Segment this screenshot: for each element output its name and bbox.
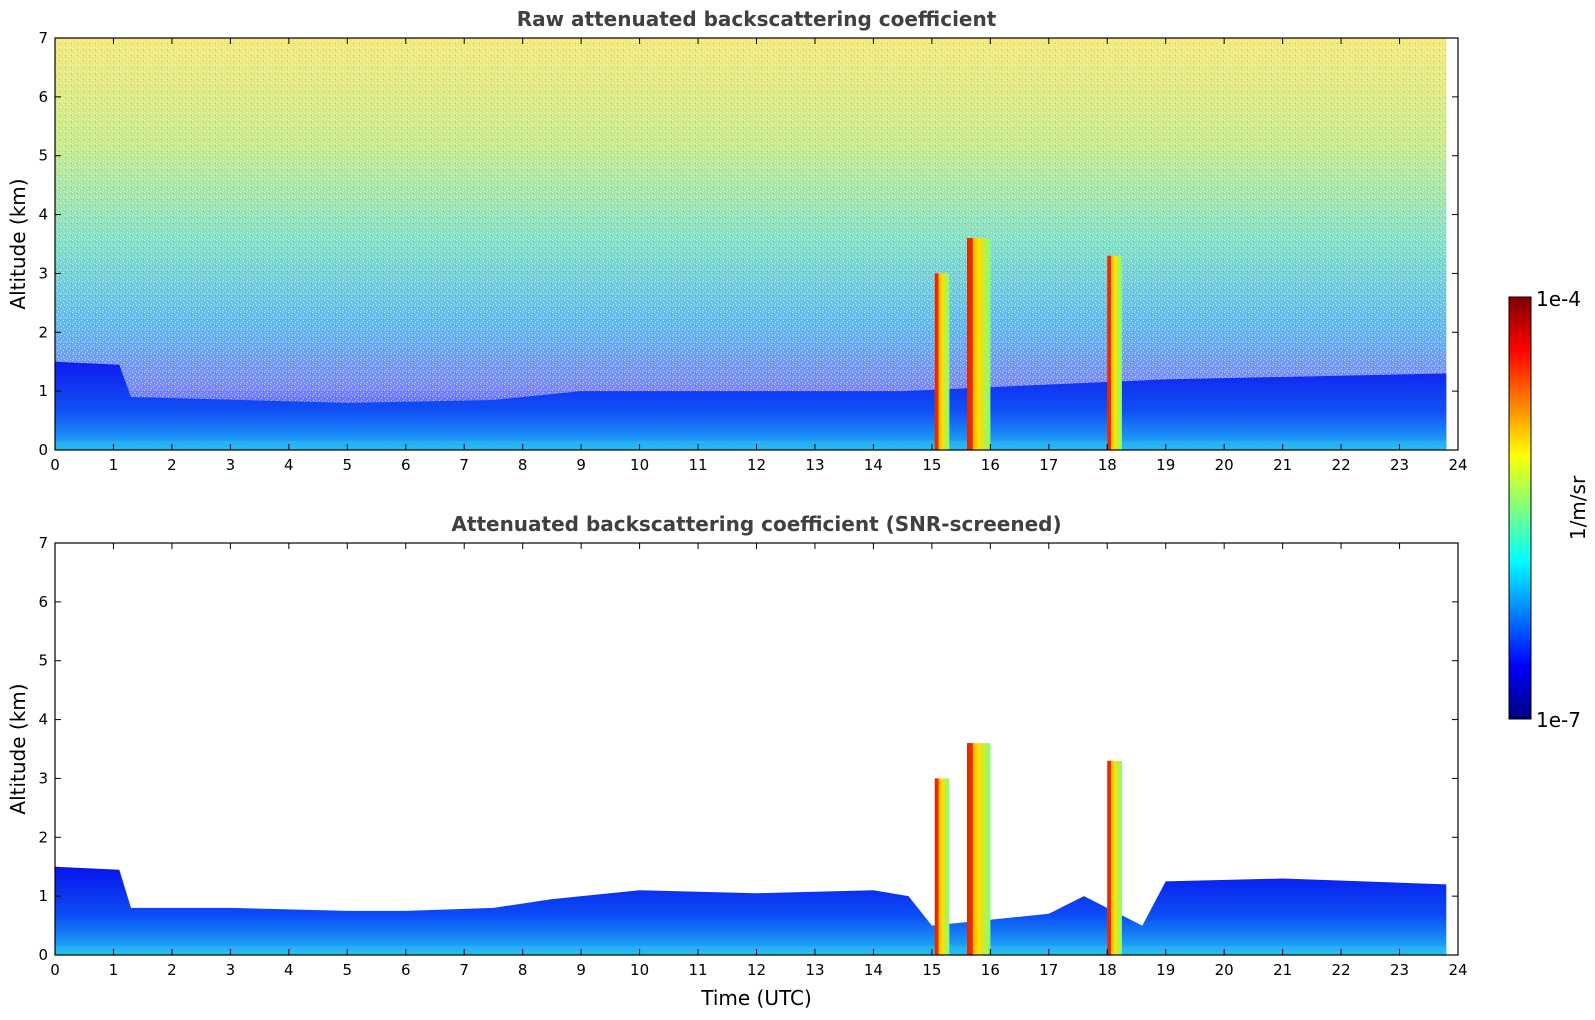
x-tick-label: 6 [401, 456, 411, 474]
cloud-column [967, 743, 991, 955]
x-tick-label: 10 [630, 456, 649, 474]
x-tick-label: 0 [50, 456, 60, 474]
x-tick-label: 22 [1332, 961, 1351, 979]
x-tick-label: 11 [688, 456, 707, 474]
x-tick-label: 24 [1448, 961, 1467, 979]
surface-layer [55, 441, 1447, 450]
cloud-column [967, 238, 991, 450]
y-tick-label: 0 [38, 441, 48, 459]
x-tick-label: 18 [1098, 456, 1117, 474]
chart-title: Attenuated backscattering coefficient (S… [451, 512, 1061, 536]
cloud-core [967, 238, 973, 450]
cloud-core [1107, 255, 1111, 450]
x-tick-label: 19 [1156, 456, 1175, 474]
x-tick-label: 23 [1390, 961, 1409, 979]
x-tick-label: 3 [226, 961, 236, 979]
x-tick-label: 9 [576, 456, 586, 474]
boundary-layer [55, 866, 1447, 955]
x-tick-label: 13 [805, 961, 824, 979]
x-tick-label: 21 [1273, 456, 1292, 474]
x-tick-label: 21 [1273, 961, 1292, 979]
y-tick-label: 0 [38, 946, 48, 964]
y-tick-label: 3 [38, 264, 48, 282]
chart-title: Raw attenuated backscattering coefficien… [517, 7, 997, 31]
x-tick-label: 14 [864, 456, 883, 474]
x-tick-label: 20 [1215, 456, 1234, 474]
y-tick-label: 2 [38, 828, 48, 846]
x-tick-label: 9 [576, 961, 586, 979]
boundary-layer [55, 361, 1447, 450]
y-tick-label: 1 [38, 382, 48, 400]
x-tick-label: 16 [981, 456, 1000, 474]
x-tick-label: 6 [401, 961, 411, 979]
x-tick-label: 7 [459, 961, 469, 979]
x-tick-label: 14 [864, 961, 883, 979]
x-tick-label: 2 [167, 961, 177, 979]
x-tick-label: 15 [922, 961, 941, 979]
x-tick-label: 13 [805, 456, 824, 474]
x-tick-label: 20 [1215, 961, 1234, 979]
cloud-core [1107, 760, 1111, 955]
y-tick-label: 7 [38, 29, 48, 47]
cloud-core [934, 778, 939, 955]
y-axis-label: Altitude (km) [6, 683, 30, 814]
heatmap-field [55, 38, 1447, 450]
x-tick-label: 17 [1039, 961, 1058, 979]
y-tick-label: 6 [38, 88, 48, 106]
colorbar: 1e-4 1e-7 1/m/sr [1508, 287, 1590, 732]
x-tick-label: 5 [343, 961, 353, 979]
x-tick-label: 16 [981, 961, 1000, 979]
y-tick-label: 4 [38, 206, 48, 224]
cloud-core [934, 273, 939, 450]
x-tick-label: 12 [747, 456, 766, 474]
x-axis-label: Time (UTC) [700, 986, 812, 1010]
y-tick-label: 5 [38, 652, 48, 670]
colorbar-bottom-tick: 1e-7 [1536, 708, 1581, 732]
colorbar-top-tick: 1e-4 [1536, 287, 1581, 311]
x-tick-label: 2 [167, 456, 177, 474]
x-tick-label: 1 [109, 456, 119, 474]
x-tick-label: 18 [1098, 961, 1117, 979]
heatmap-field [55, 743, 1447, 955]
x-tick-label: 10 [630, 961, 649, 979]
y-tick-label: 2 [38, 323, 48, 341]
y-tick-label: 7 [38, 534, 48, 552]
colorbar-label: 1/m/sr [1566, 475, 1590, 540]
x-tick-label: 8 [518, 961, 528, 979]
surface-layer [55, 946, 1447, 955]
x-tick-label: 12 [747, 961, 766, 979]
x-tick-label: 8 [518, 456, 528, 474]
y-axis-label: Altitude (km) [6, 178, 30, 309]
y-tick-label: 4 [38, 711, 48, 729]
snr-screened-backscatter-panel: Attenuated backscattering coefficient (S… [6, 512, 1468, 1010]
cloud-core [967, 743, 973, 955]
x-tick-label: 22 [1332, 456, 1351, 474]
x-tick-label: 5 [343, 456, 353, 474]
x-tick-label: 4 [284, 456, 294, 474]
x-tick-label: 1 [109, 961, 119, 979]
y-tick-label: 6 [38, 593, 48, 611]
raw-backscatter-panel: Raw attenuated backscattering coefficien… [6, 7, 1468, 474]
y-tick-label: 5 [38, 147, 48, 165]
x-tick-label: 17 [1039, 456, 1058, 474]
x-tick-label: 19 [1156, 961, 1175, 979]
x-tick-label: 4 [284, 961, 294, 979]
x-tick-label: 7 [459, 456, 469, 474]
x-tick-label: 24 [1448, 456, 1467, 474]
y-tick-label: 3 [38, 769, 48, 787]
x-tick-label: 15 [922, 456, 941, 474]
x-tick-label: 0 [50, 961, 60, 979]
x-tick-label: 23 [1390, 456, 1409, 474]
x-tick-label: 3 [226, 456, 236, 474]
y-tick-label: 1 [38, 887, 48, 905]
colorbar-gradient [1508, 296, 1532, 720]
x-tick-label: 11 [688, 961, 707, 979]
